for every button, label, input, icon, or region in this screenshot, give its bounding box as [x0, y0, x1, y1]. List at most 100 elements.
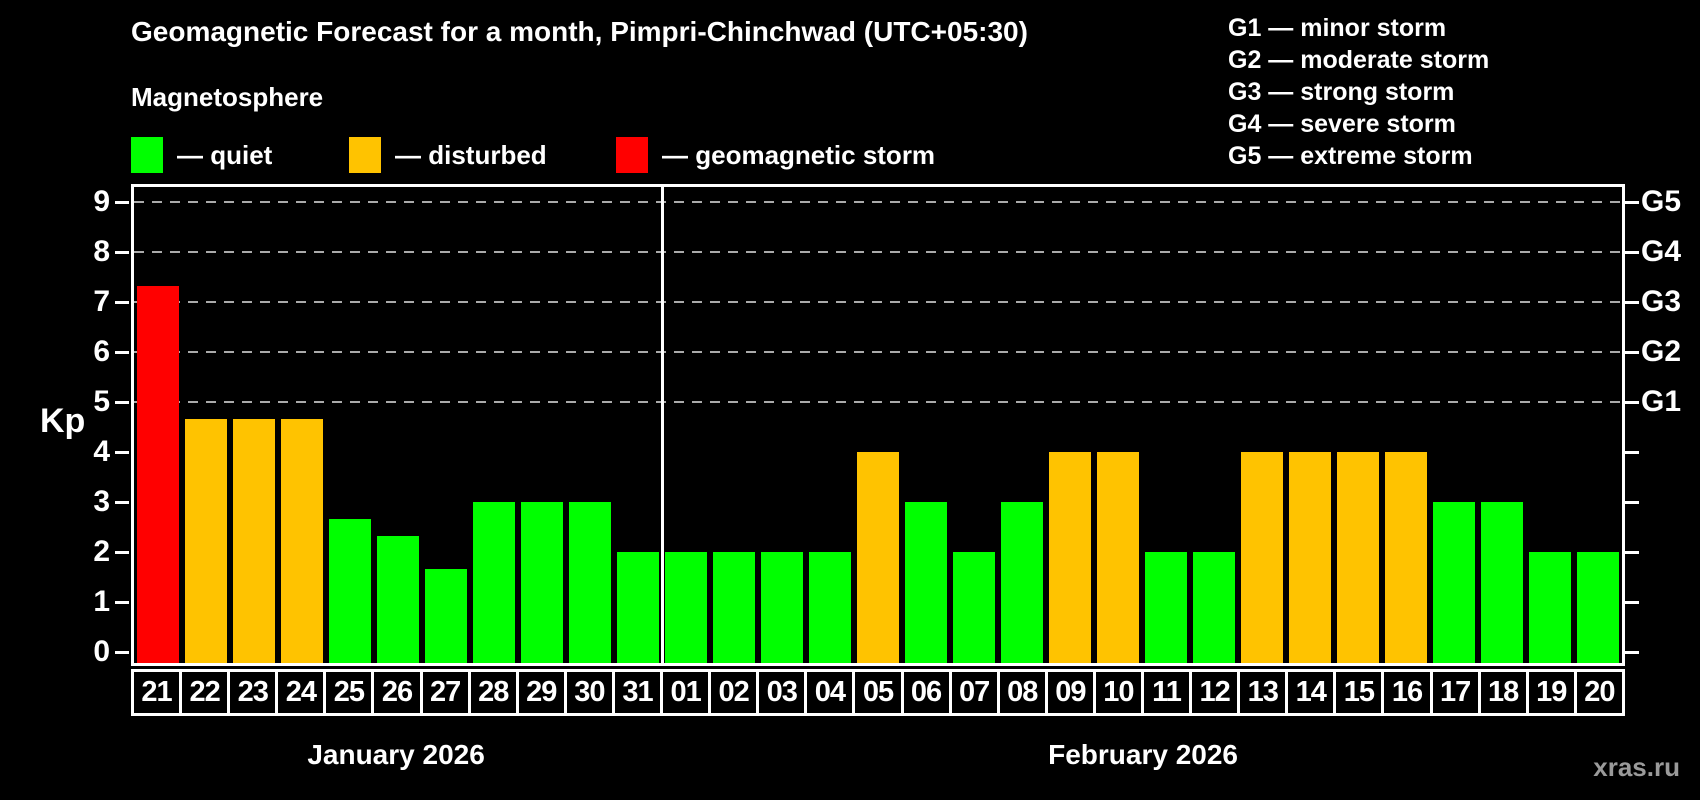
day-label-26: 26 [371, 669, 423, 716]
month-label-january: January 2026 [307, 739, 485, 770]
g-scale-legend: G1 — minor storm G2 — moderate storm G3 — … [1228, 12, 1489, 172]
bar-day-03 [761, 552, 803, 663]
disturbed-label: — disturbed [395, 139, 547, 170]
bar-day-19 [1529, 552, 1571, 663]
day-label-18: 18 [1477, 669, 1529, 716]
bar-day-17 [1433, 502, 1475, 663]
y-axis-label: Kp [40, 402, 86, 440]
y-tick-label-0: 0 [93, 635, 110, 668]
bar-day-05 [857, 452, 899, 663]
right-tick-kp-3 [1625, 500, 1639, 504]
month-label-february: February 2026 [1048, 739, 1239, 770]
left-tick-kp-6 [115, 350, 129, 354]
day-label-12: 12 [1189, 669, 1241, 716]
right-tick-kp-9 [1625, 200, 1639, 204]
left-tick-kp-1 [115, 600, 129, 604]
day-label-11: 11 [1140, 669, 1193, 716]
bar-day-08 [1001, 502, 1043, 663]
bar-day-29 [521, 502, 563, 663]
day-label-24: 24 [275, 669, 327, 716]
gridline-kp-8 [134, 251, 1622, 253]
day-label-09: 09 [1044, 669, 1096, 716]
bar-day-31 [617, 552, 659, 663]
day-label-30: 30 [563, 669, 615, 716]
right-tick-kp-5 [1625, 400, 1639, 404]
legend-item-quiet: — quiet [131, 136, 272, 174]
g-legend-item: G3 — strong storm [1228, 78, 1455, 106]
bar-day-20 [1577, 552, 1619, 663]
day-label-04: 04 [804, 669, 856, 716]
storm-label: — geomagnetic storm [662, 139, 936, 170]
left-tick-kp-0 [115, 650, 129, 654]
watermark: xras.ru [1593, 752, 1680, 782]
right-tick-kp-2 [1625, 550, 1639, 554]
left-tick-kp-8 [115, 250, 129, 254]
bar-day-02 [713, 552, 755, 663]
g-legend-item: G2 — moderate storm [1228, 46, 1490, 74]
day-label-28: 28 [467, 669, 519, 716]
quiet-color-swatch [131, 137, 163, 173]
plot-area [131, 184, 1625, 666]
bar-day-15 [1337, 452, 1379, 663]
y-tick-label-3: 3 [93, 485, 110, 518]
right-axis-label-G3: G3 [1641, 285, 1682, 318]
gridline-kp-7 [134, 301, 1622, 303]
right-tick-kp-7 [1625, 300, 1639, 304]
bar-day-27 [425, 568, 467, 663]
left-tick-kp-2 [115, 550, 129, 554]
y-tick-label-2: 2 [93, 535, 110, 568]
left-tick-kp-4 [115, 450, 129, 454]
right-tick-kp-0 [1625, 650, 1639, 654]
gridline-kp-9 [134, 201, 1622, 203]
day-label-02: 02 [708, 669, 760, 716]
gridline-kp-5 [134, 401, 1622, 403]
day-label-22: 22 [179, 669, 231, 716]
y-tick-label-6: 6 [93, 335, 110, 368]
day-label-17: 17 [1429, 669, 1481, 716]
day-label-14: 14 [1285, 669, 1337, 716]
legend-item-storm: — geomagnetic storm [616, 136, 935, 174]
right-axis-label-G2: G2 [1641, 335, 1682, 368]
day-label-19: 19 [1525, 669, 1577, 716]
bar-day-14 [1289, 452, 1331, 663]
right-axis-label-G5: G5 [1641, 185, 1682, 218]
right-tick-kp-6 [1625, 350, 1639, 354]
y-tick-label-5: 5 [93, 385, 110, 418]
day-label-21: 21 [131, 669, 183, 716]
left-tick-kp-7 [115, 300, 129, 304]
bar-day-16 [1385, 452, 1427, 663]
g-legend-item: G4 — severe storm [1228, 110, 1456, 138]
day-label-10: 10 [1092, 669, 1144, 716]
magnetosphere-label: Magnetosphere [131, 82, 324, 112]
day-label-15: 15 [1333, 669, 1385, 716]
day-label-31: 31 [611, 669, 664, 716]
day-label-03: 03 [756, 669, 808, 716]
quiet-label: — quiet [177, 139, 273, 170]
bar-day-01 [665, 552, 707, 663]
bar-day-26 [377, 535, 419, 663]
left-tick-kp-9 [115, 200, 129, 204]
bar-day-21 [137, 285, 179, 663]
day-label-16: 16 [1381, 669, 1433, 716]
right-axis-label-G1: G1 [1641, 385, 1682, 418]
x-axis-day-labels: 21 22 23 24 25 26 27 28 29 30 31 01 02 03 04 05 06 07 08 09… [131, 669, 1625, 716]
bar-day-13 [1241, 452, 1283, 663]
month-separator-line [660, 187, 664, 663]
g-legend-item: G1 — minor storm [1228, 14, 1447, 42]
chart-title: Geomagnetic Forecast for a month, Pimpri… [131, 16, 1028, 47]
left-tick-kp-3 [115, 500, 129, 504]
y-tick-label-1: 1 [93, 585, 110, 618]
gridline-kp-6 [134, 351, 1622, 353]
bar-day-09 [1049, 452, 1091, 663]
day-label-01: 01 [660, 669, 712, 716]
y-tick-label-9: 9 [93, 185, 110, 218]
bar-day-22 [185, 418, 227, 663]
bar-day-18 [1481, 502, 1523, 663]
day-label-25: 25 [323, 669, 375, 716]
day-label-05: 05 [852, 669, 904, 716]
bar-day-25 [329, 518, 371, 663]
bar-day-04 [809, 552, 851, 663]
bar-day-24 [281, 418, 323, 663]
bar-day-23 [233, 418, 275, 663]
